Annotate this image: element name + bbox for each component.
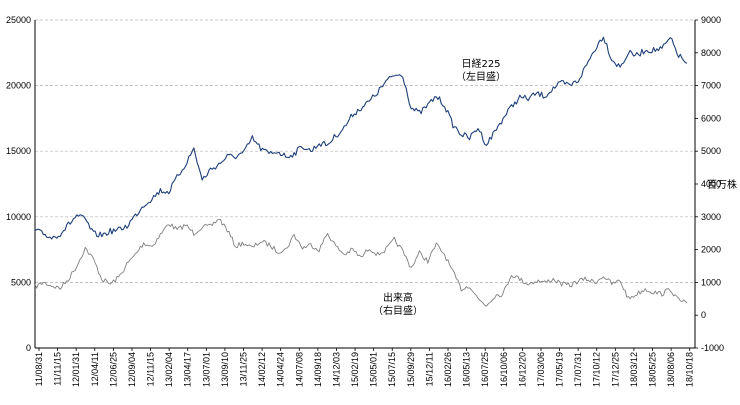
left-tick-label: 10000: [6, 212, 31, 222]
volume-series-line: [34, 218, 688, 307]
volume-series-label: （右目盛）: [373, 304, 423, 317]
x-tick-label: 13/07/01: [201, 352, 211, 387]
right-tick-label: 6000: [701, 113, 721, 123]
x-tick-label: 13/02/04: [164, 352, 174, 387]
x-tick-label: 16/07/25: [480, 352, 490, 387]
x-tick-label: 11/11/15: [53, 352, 63, 386]
x-tick-label: 12/06/25: [108, 352, 118, 387]
x-tick-label: 11/08/31: [34, 352, 44, 386]
x-tick-label: 13/11/25: [239, 352, 249, 386]
left-tick-label: 20000: [6, 81, 31, 91]
right-tick-label: 4000: [701, 179, 721, 189]
x-tick-label: 15/05/01: [369, 352, 379, 387]
x-tick-label: 14/09/18: [313, 352, 323, 387]
x-tick-label: 13/09/10: [220, 352, 230, 387]
x-tick-label: 18/05/25: [648, 352, 658, 387]
x-tick-label: 12/04/11: [90, 352, 100, 386]
x-tick-label: 17/03/06: [536, 352, 546, 387]
left-tick-label: 0: [26, 343, 31, 353]
x-tick-label: 14/07/08: [294, 352, 304, 387]
x-tick-label: 14/02/12: [257, 352, 267, 387]
x-tick-label: 16/05/13: [462, 352, 472, 387]
right-tick-label: 2000: [701, 245, 721, 255]
right-tick-label: 7000: [701, 81, 721, 91]
x-tick-label: 18/08/06: [666, 352, 676, 387]
x-tick-label: 12/09/04: [127, 352, 137, 387]
series-lines: [34, 36, 688, 307]
x-tick-label: 17/10/12: [592, 352, 602, 387]
right-tick-label: 1000: [701, 277, 721, 287]
axes: [34, 19, 698, 351]
left-tick-label: 15000: [6, 146, 31, 156]
x-axis-tick-labels: 11/08/31 11/11/15 12/01/31 12/04/11 12/06/25…: [34, 352, 695, 387]
x-tick-label: 16/02/26: [443, 352, 453, 387]
right-tick-label: 5000: [701, 146, 721, 156]
x-tick-label: 12/01/31: [71, 352, 81, 387]
right-tick-label: -1000: [701, 343, 724, 353]
right-tick-label: 0: [701, 310, 706, 320]
x-tick-label: 14/12/03: [331, 352, 341, 387]
nikkei-series-label: （左目盛）: [456, 70, 506, 83]
x-tick-label: 16/12/20: [517, 352, 527, 387]
x-tick-label: 17/12/25: [610, 352, 620, 387]
x-tick-label: 13/04/17: [183, 352, 193, 387]
right-tick-label: 8000: [701, 48, 721, 58]
nikkei-series-line: [34, 36, 688, 240]
x-tick-label: 14/04/24: [276, 352, 286, 387]
x-tick-label: 12/11/15: [146, 352, 156, 386]
x-tick-label: 18/03/12: [629, 352, 639, 387]
series-annotations: 日経225（左目盛） 出来高（右目盛）: [373, 57, 506, 317]
left-tick-label: 5000: [11, 277, 31, 287]
x-tick-label: 17/05/19: [555, 352, 565, 387]
x-tick-label: 15/09/29: [406, 352, 416, 387]
volume-series-label: 出来高: [383, 291, 413, 304]
left-tick-label: 25000: [6, 15, 31, 25]
x-tick-label: 15/12/11: [424, 352, 434, 386]
left-axis-tick-labels: 0 5000 10000 15000 20000 25000: [6, 15, 31, 353]
x-tick-label: 15/02/19: [350, 352, 360, 387]
nikkei-series-label: 日経225: [461, 57, 500, 70]
right-tick-label: 3000: [701, 212, 721, 222]
gridlines: [35, 19, 695, 283]
right-axis-unit-label: 百万株: [707, 178, 737, 191]
right-axis-tick-labels: -1000 0 1000 2000 3000 4000 5000 6000 7000 8000 90…: [701, 15, 737, 353]
x-tick-label: 17/07/31: [573, 352, 583, 387]
x-tick-label: 16/10/06: [499, 352, 509, 387]
x-tick-label: 18/10/18: [685, 352, 695, 387]
right-tick-label: 9000: [701, 15, 721, 25]
x-tick-label: 15/07/15: [387, 352, 397, 387]
